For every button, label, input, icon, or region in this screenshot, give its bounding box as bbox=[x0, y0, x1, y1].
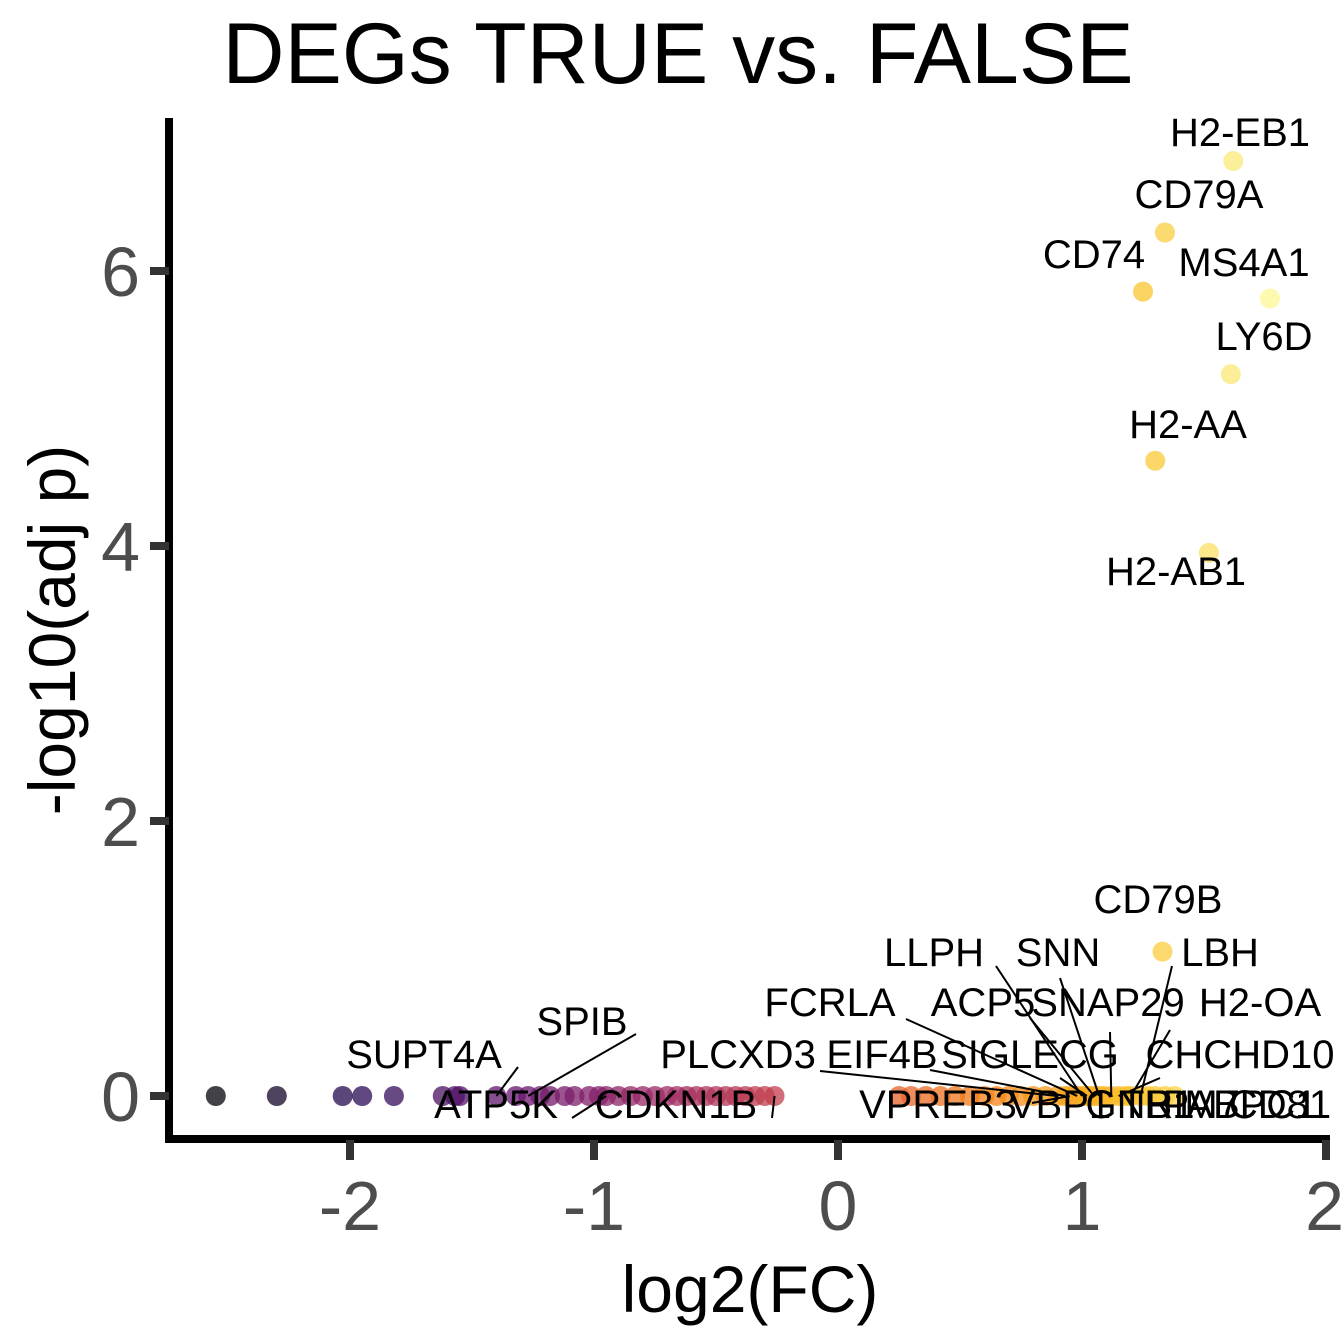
data-point-0 bbox=[205, 1086, 226, 1106]
label-atp5k: ATP5K bbox=[434, 1083, 558, 1127]
axes: 0 2 4 6 -2 -1 0 1 2 bbox=[101, 118, 1344, 1245]
label-snap29: SNAP29 bbox=[1031, 981, 1184, 1025]
data-point-1 bbox=[266, 1086, 287, 1106]
label-plcxd3: PLCXD3 bbox=[660, 1033, 816, 1077]
x-tick-label-2: 2 bbox=[1305, 1167, 1344, 1245]
data-point-37 bbox=[930, 1086, 951, 1106]
data-point-14 bbox=[564, 1086, 585, 1106]
point-cd74 bbox=[1133, 281, 1153, 302]
x-tick-label-1: 1 bbox=[1063, 1167, 1102, 1245]
leader-llph bbox=[995, 965, 1083, 1097]
leader-fcrla bbox=[905, 1018, 1078, 1097]
label-gnb1: GNB1 bbox=[1086, 1083, 1195, 1127]
leader-cdkn1b bbox=[771, 1095, 776, 1119]
data-point-3 bbox=[352, 1086, 373, 1106]
data-point-39 bbox=[959, 1086, 980, 1106]
leader-snn bbox=[1059, 977, 1101, 1097]
label-trim7: TRIM7 bbox=[1120, 1083, 1240, 1127]
label-eif4b: EIF4B bbox=[826, 1033, 937, 1077]
leader-h2-oa bbox=[1129, 1029, 1171, 1097]
label-cd81: CD81 bbox=[1229, 1083, 1331, 1127]
label-ms4a1: MS4A1 bbox=[1178, 241, 1309, 285]
label-h2-ab1: H2-AB1 bbox=[1106, 550, 1246, 594]
leader-plcxd3 bbox=[819, 1070, 1058, 1097]
leader-atp5k bbox=[571, 1095, 607, 1119]
data-point-64 bbox=[1164, 1086, 1185, 1106]
leader-eif4b bbox=[929, 1069, 1066, 1097]
label-siglecg: SIGLECG bbox=[941, 1033, 1119, 1077]
y-tick-label-0: 0 bbox=[101, 1058, 140, 1136]
label-supt4a: SUPT4A bbox=[346, 1033, 502, 1077]
leader-supt4a bbox=[495, 1066, 519, 1097]
data-point-4 bbox=[383, 1086, 404, 1106]
chart-title: DEGs TRUE vs. FALSE bbox=[222, 6, 1133, 102]
label-llph: LLPH bbox=[884, 931, 984, 975]
data-point-7 bbox=[449, 1086, 470, 1106]
label-h2-eb1: H2-EB1 bbox=[1170, 111, 1310, 155]
label-ly6d: LY6D bbox=[1215, 315, 1312, 359]
point-cd79a bbox=[1154, 222, 1175, 243]
label-acp5: ACP5 bbox=[931, 981, 1036, 1025]
x-axis-title: log2(FC) bbox=[622, 1252, 879, 1326]
point-ly6d bbox=[1220, 364, 1241, 385]
data-point-36 bbox=[915, 1086, 936, 1106]
label-chchd10: CHCHD10 bbox=[1146, 1033, 1335, 1077]
label-vpreb3: VPREB3 bbox=[859, 1083, 1017, 1127]
label-h2-aa: H2-AA bbox=[1129, 403, 1247, 447]
x-tick-label--2: -2 bbox=[319, 1167, 381, 1245]
data-point-12 bbox=[540, 1086, 561, 1106]
label-snn: SNN bbox=[1016, 931, 1100, 975]
y-axis-title: -log10(adj p) bbox=[15, 445, 89, 816]
label-vbp1: VBP1 bbox=[1009, 1083, 1111, 1127]
leader-acp5 bbox=[1029, 1017, 1095, 1097]
label-fcrla: FCRLA bbox=[764, 981, 895, 1025]
label-spib: SPIB bbox=[536, 1000, 627, 1044]
point-h2-aa bbox=[1145, 450, 1166, 471]
point-h2-ab1 bbox=[1198, 542, 1219, 563]
point-cd79b bbox=[1152, 941, 1173, 962]
point-ms4a1 bbox=[1259, 288, 1280, 309]
data-point-38 bbox=[945, 1086, 966, 1106]
data-point-2 bbox=[332, 1086, 353, 1106]
label-cd79a: CD79A bbox=[1135, 173, 1264, 217]
label-cdkn1b: CDKN1B bbox=[595, 1083, 757, 1127]
label-cd79b: CD79B bbox=[1094, 878, 1223, 922]
point-h2-eb1 bbox=[1223, 151, 1244, 171]
label-lbh: LBH bbox=[1181, 931, 1259, 975]
x-tick-label-0: 0 bbox=[819, 1167, 858, 1245]
label-pabpc1: PABPC1 bbox=[1163, 1083, 1318, 1127]
label-cd74: CD74 bbox=[1043, 233, 1145, 277]
label-leader-lines bbox=[495, 965, 1173, 1119]
leader-snap29 bbox=[1109, 1031, 1113, 1097]
x-tick-label--1: -1 bbox=[563, 1167, 625, 1245]
data-point-35 bbox=[901, 1086, 922, 1106]
y-tick-label-2: 2 bbox=[101, 783, 140, 861]
leader-siglecg bbox=[1059, 1077, 1088, 1097]
leader-vpreb3 bbox=[1031, 1095, 1070, 1104]
label-h2-oa: H2-OA bbox=[1199, 981, 1322, 1025]
leader-lbh bbox=[1139, 965, 1173, 1097]
point-labels: SUPT4A SPIB ATP5K CDKN1B PLCXD3 EIF4B VPREB3 FC… bbox=[346, 111, 1334, 1127]
y-tick-label-6: 6 bbox=[101, 233, 140, 311]
leader-spib bbox=[527, 1033, 637, 1097]
data-points bbox=[205, 151, 1280, 1106]
leader-chchd10 bbox=[1118, 1077, 1161, 1097]
y-tick-label-4: 4 bbox=[101, 508, 140, 586]
